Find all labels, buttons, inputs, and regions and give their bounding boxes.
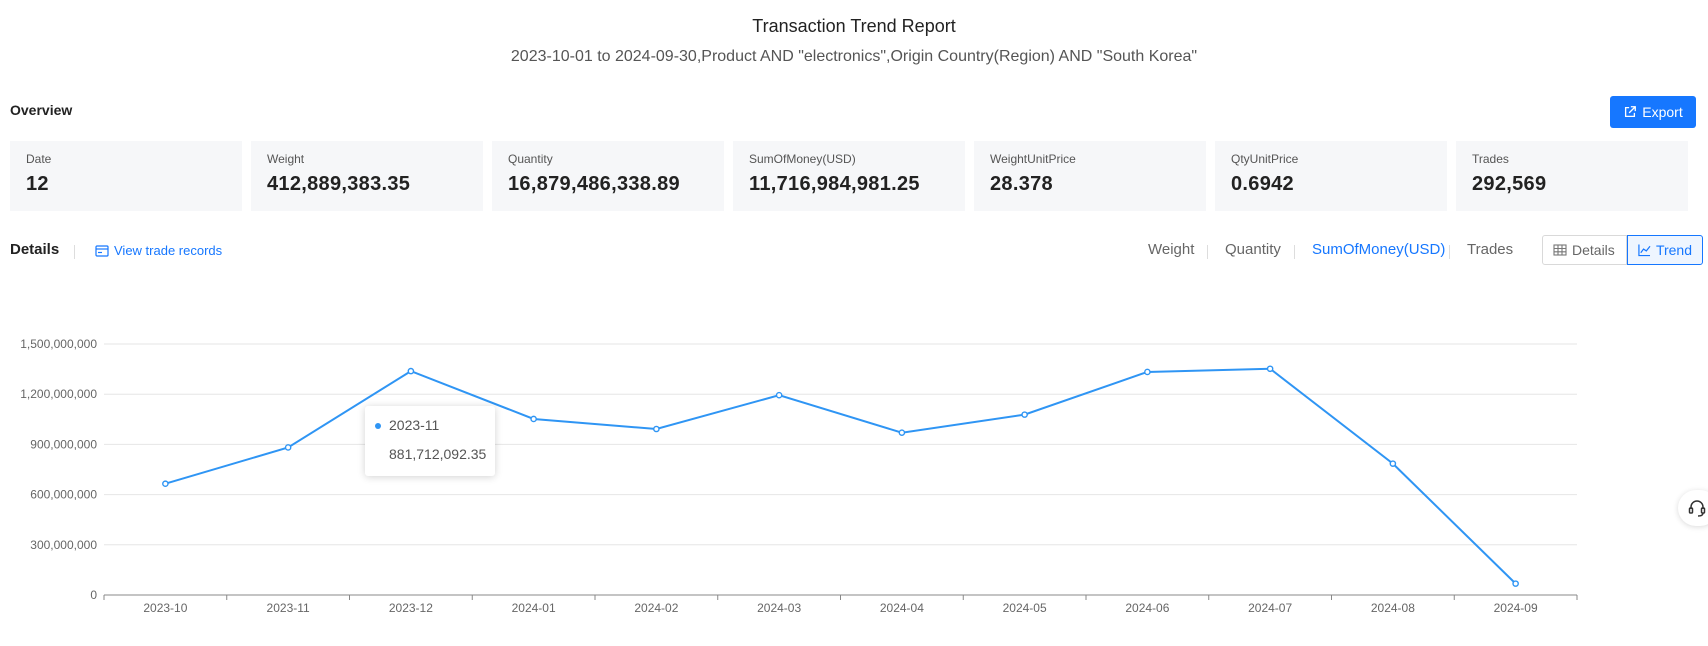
- x-tick-label: 2024-01: [512, 601, 556, 615]
- tooltip-value: 881,712,092.35: [389, 446, 487, 462]
- stat-label: SumOfMoney(USD): [749, 152, 856, 166]
- tooltip-series-dot: [375, 423, 381, 429]
- data-point: [653, 425, 660, 433]
- x-tick-label: 2023-10: [143, 601, 187, 615]
- y-tick-label: 1,500,000,000: [20, 337, 97, 351]
- stat-label: WeightUnitPrice: [990, 152, 1076, 166]
- tab-weight[interactable]: Weight: [1148, 241, 1195, 258]
- overview-heading: Overview: [10, 102, 73, 118]
- stat-label: Weight: [267, 152, 305, 166]
- divider: [1294, 245, 1295, 259]
- data-point: [407, 367, 415, 375]
- external-link-icon: [1625, 106, 1637, 118]
- stat-value: 412,889,383.35: [267, 173, 411, 195]
- trend-view-label: Trend: [1655, 242, 1692, 258]
- export-button[interactable]: Export: [1610, 96, 1696, 128]
- x-tick-label: 2024-09: [1494, 601, 1538, 615]
- stat-value: 0.6942: [1231, 173, 1294, 195]
- y-tick-label: 0: [90, 588, 97, 602]
- divider: [1449, 245, 1450, 259]
- overview-stats: Date 12 Weight 412,889,383.35 Quantity 1…: [10, 141, 1688, 211]
- table-icon: [1553, 244, 1567, 256]
- data-point: [530, 415, 537, 423]
- customer-support-button[interactable]: [1678, 490, 1708, 526]
- stat-value: 12: [26, 173, 49, 195]
- stat-value: 28.378: [990, 173, 1053, 195]
- tooltip-label: 2023-11: [389, 417, 440, 433]
- data-point: [284, 444, 292, 451]
- x-tick-label: 2024-04: [880, 601, 924, 615]
- data-point: [1144, 368, 1151, 376]
- details-heading: Details: [10, 241, 60, 258]
- trend-line-chart: 0 300,000,000 600,000,000 900,000,000 1,200,…: [20, 337, 1578, 615]
- x-tick-label: 2024-05: [1003, 601, 1047, 615]
- card-icon: [95, 244, 109, 257]
- data-point: [775, 391, 783, 399]
- line-chart-icon: [1638, 244, 1651, 257]
- tab-sum-of-money[interactable]: SumOfMoney(USD): [1312, 241, 1446, 258]
- tab-trades[interactable]: Trades: [1467, 241, 1514, 258]
- stat-card-date: Date 12: [10, 141, 242, 211]
- data-point: [162, 480, 169, 488]
- x-tick-label: 2024-08: [1371, 601, 1415, 615]
- stat-label: QtyUnitPrice: [1231, 152, 1299, 166]
- stat-label: Date: [26, 152, 52, 166]
- stat-value: 11,716,984,981.25: [749, 173, 920, 195]
- data-point: [1389, 460, 1397, 467]
- data-point: [1512, 580, 1519, 587]
- divider: [74, 245, 75, 259]
- x-tick-label: 2024-06: [1125, 601, 1169, 615]
- report-title: Transaction Trend Report: [752, 16, 956, 36]
- x-tick-label: 2024-07: [1248, 601, 1292, 615]
- trend-view-button[interactable]: Trend: [1627, 235, 1703, 265]
- stat-card-weight: Weight 412,889,383.35: [251, 141, 483, 211]
- x-tick-label: 2024-02: [634, 601, 678, 615]
- stat-card-qty-unit-price: QtyUnitPrice 0.6942: [1215, 141, 1447, 211]
- x-tick-label: 2023-11: [267, 601, 310, 615]
- x-tick-label: 2023-12: [389, 601, 433, 615]
- stat-card-weight-unit-price: WeightUnitPrice 28.378: [974, 141, 1206, 211]
- data-point: [1266, 365, 1274, 373]
- y-tick-label: 300,000,000: [30, 538, 97, 552]
- details-view-button[interactable]: Details: [1542, 235, 1627, 265]
- details-view-label: Details: [1572, 242, 1615, 258]
- divider: [1207, 245, 1208, 259]
- report-subtitle: 2023-10-01 to 2024-09-30,Product AND "el…: [510, 48, 1198, 65]
- y-tick-label: 600,000,000: [30, 488, 97, 502]
- y-tick-label: 900,000,000: [30, 437, 97, 451]
- headset-icon: [1688, 500, 1706, 517]
- stat-card-sum-of-money: SumOfMoney(USD) 11,716,984,981.25: [733, 141, 965, 211]
- data-point: [898, 429, 906, 436]
- chart-tooltip: 2023-11 881,712,092.35: [365, 406, 495, 476]
- stat-label: Quantity: [508, 152, 553, 166]
- tab-quantity[interactable]: Quantity: [1225, 241, 1281, 258]
- view-trade-records-label: View trade records: [114, 243, 223, 258]
- series-line: [165, 367, 1517, 585]
- stat-card-quantity: Quantity 16,879,486,338.89: [492, 141, 724, 211]
- stat-value: 292,569: [1472, 173, 1547, 195]
- view-toggle: Details Trend: [1542, 235, 1703, 265]
- view-trade-records-link[interactable]: View trade records: [95, 243, 222, 258]
- y-tick-label: 1,200,000,000: [20, 387, 97, 401]
- data-point: [1021, 411, 1028, 418]
- stat-card-trades: Trades 292,569: [1456, 141, 1688, 211]
- stat-value: 16,879,486,338.89: [508, 173, 680, 195]
- x-tick-label: 2024-03: [757, 601, 801, 615]
- stat-label: Trades: [1472, 152, 1509, 166]
- export-label: Export: [1642, 104, 1683, 120]
